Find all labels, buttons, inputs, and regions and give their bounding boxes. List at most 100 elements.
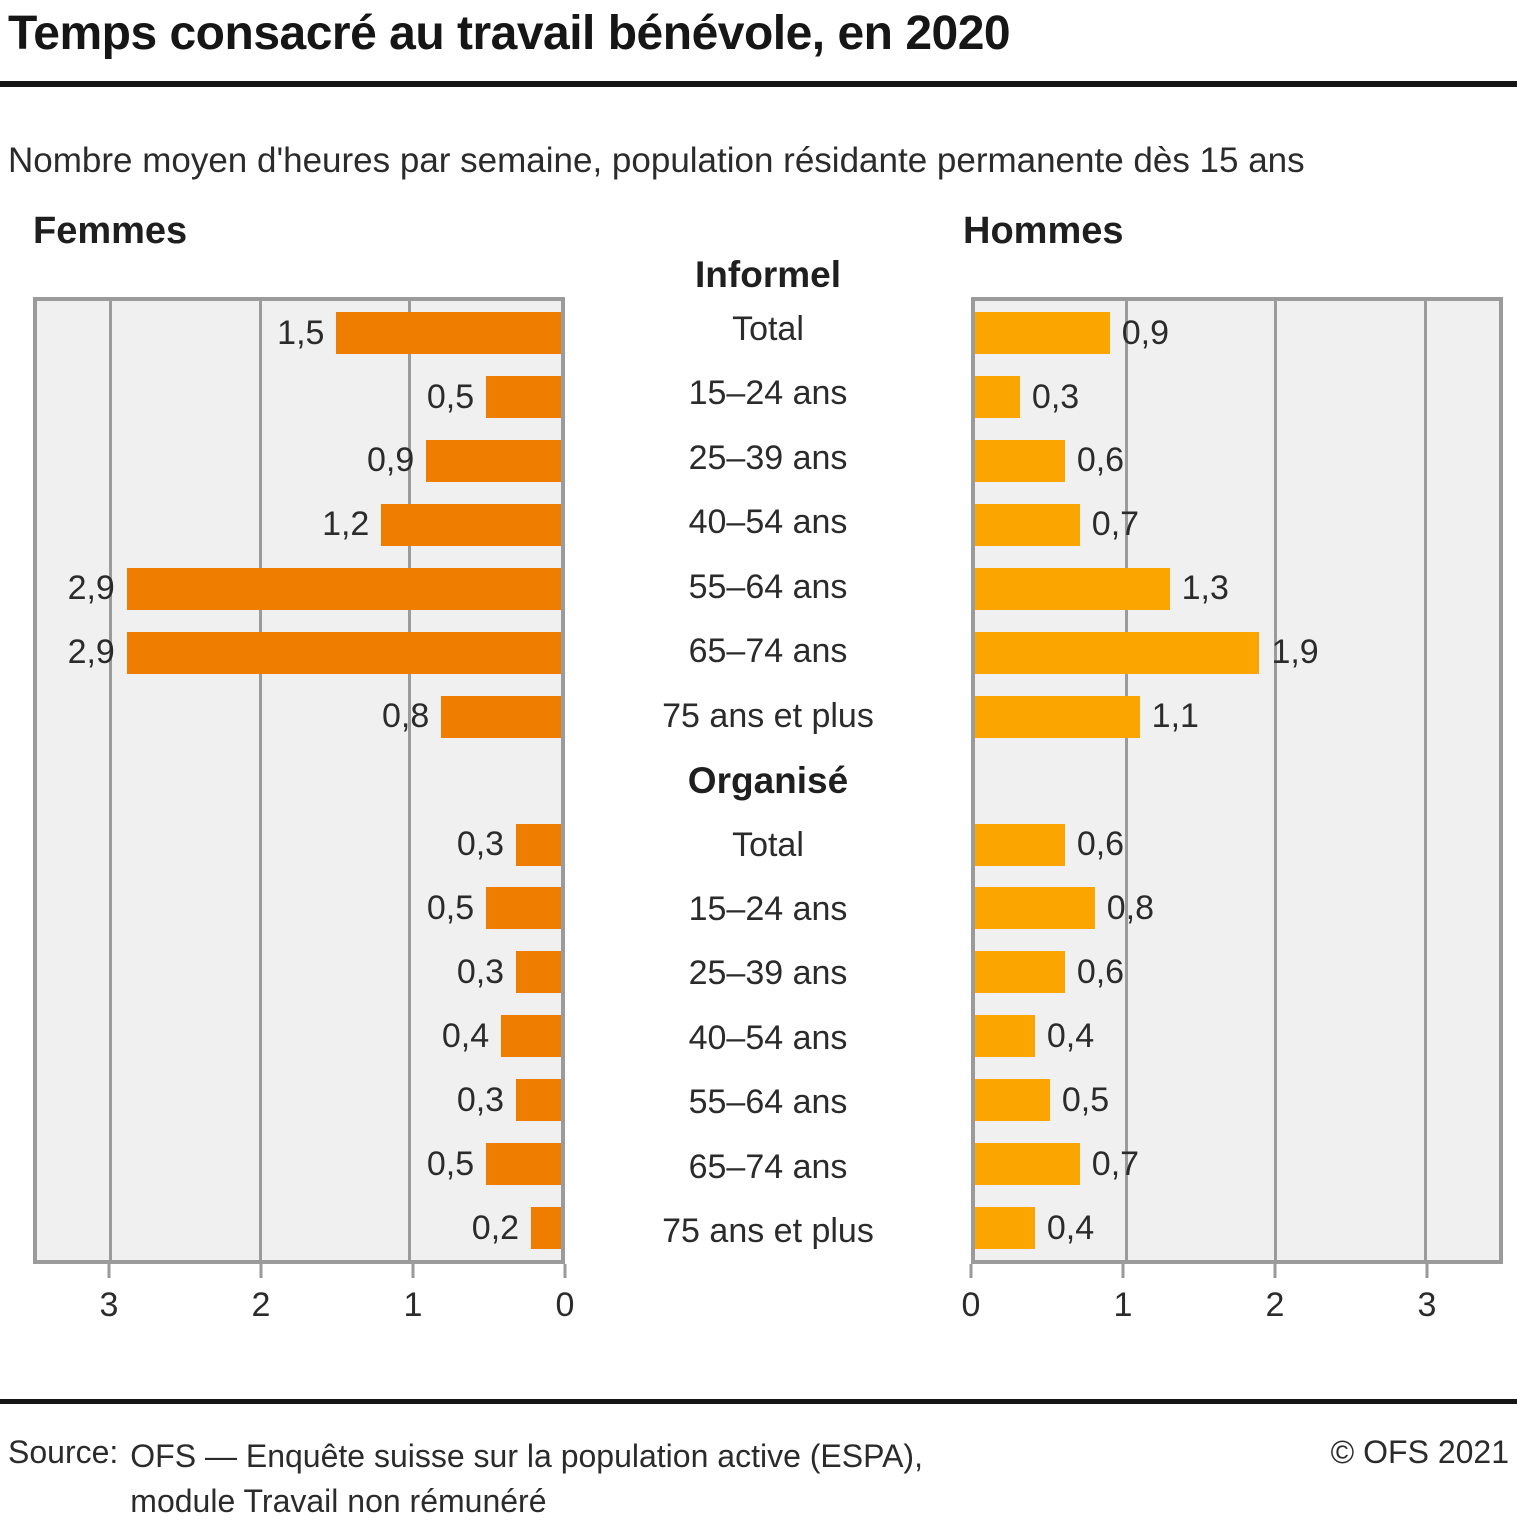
femmes-bar-row: 1,5	[37, 301, 561, 365]
femmes-column-header: Femmes	[33, 210, 188, 253]
hommes-bar-row: 0,8	[975, 876, 1499, 940]
category-label: 55–64 ans	[688, 567, 848, 606]
femmes-bar	[126, 631, 561, 674]
hommes-value-label: 1,9	[1271, 633, 1319, 672]
axis-tick-label: 2	[251, 1286, 271, 1325]
hommes-value-label: 0,9	[1121, 313, 1169, 352]
category-label: 40–54 ans	[688, 503, 848, 542]
femmes-bar-row: 0,3	[37, 940, 561, 1004]
femmes-value-label: 0,8	[381, 697, 430, 736]
hommes-bar-row: 0,3	[975, 365, 1499, 429]
gridline	[1124, 301, 1128, 1261]
hommes-bar-row: 0,9	[975, 301, 1499, 365]
spacer-row	[975, 749, 1499, 813]
hommes-bar-row: 0,4	[975, 1196, 1499, 1260]
gridline	[1424, 301, 1428, 1261]
femmes-bar	[441, 695, 561, 738]
femmes-bar	[516, 823, 561, 866]
hommes-value-label: 1,1	[1151, 697, 1199, 736]
axis-tick-label: 1	[1113, 1286, 1133, 1325]
hommes-bar-row: 0,4	[975, 1004, 1499, 1068]
category-label: 75 ans et plus	[662, 696, 874, 735]
category-label: 25–39 ans	[688, 954, 848, 993]
femmes-value-label: 0,3	[456, 1080, 505, 1119]
axis-tick	[563, 1264, 567, 1279]
hommes-value-label: 0,6	[1076, 441, 1125, 480]
femmes-bar-row: 1,2	[37, 493, 561, 557]
femmes-bar-row: 0,5	[37, 1132, 561, 1196]
axis-tick	[259, 1264, 263, 1279]
category-label: 65–74 ans	[688, 632, 848, 671]
hommes-bar	[975, 823, 1065, 866]
source-lines: OFS — Enquête suisse sur la population a…	[130, 1434, 923, 1524]
hommes-bar-row: 0,5	[975, 1068, 1499, 1132]
hommes-bar	[975, 1207, 1035, 1250]
femmes-value-label: 0,5	[426, 377, 475, 416]
femmes-value-label: 0,4	[441, 1016, 490, 1055]
axis-tick	[411, 1264, 415, 1279]
hommes-bar-row: 1,3	[975, 557, 1499, 621]
axis-tick-label: 0	[555, 1286, 575, 1325]
gridline	[258, 301, 262, 1261]
source-label: Source:	[8, 1434, 119, 1471]
hommes-value-label: 0,4	[1046, 1208, 1095, 1247]
axis-tick-label: 0	[961, 1286, 981, 1325]
category-label: 25–39 ans	[688, 438, 848, 477]
hommes-bar	[975, 695, 1140, 738]
hommes-value-label: 0,7	[1091, 505, 1140, 544]
femmes-value-label: 1,2	[322, 505, 370, 544]
hommes-bar-row: 1,1	[975, 685, 1499, 749]
axis-tick-label: 3	[99, 1286, 119, 1325]
section-header-informel: Informel	[695, 254, 841, 296]
femmes-bar-row: 0,2	[37, 1196, 561, 1260]
hommes-bar-row: 0,6	[975, 813, 1499, 877]
femmes-value-label: 0,3	[456, 952, 505, 991]
section-header-organise: Organisé	[687, 759, 849, 801]
copyright: © OFS 2021	[1330, 1434, 1509, 1471]
femmes-bar	[501, 1015, 561, 1058]
category-labels-column: Informel Total 15–24 ans 25–39 ans 40–54 ans…	[565, 254, 971, 1264]
axis-tick	[1425, 1264, 1429, 1279]
hommes-bar	[975, 376, 1020, 419]
femmes-value-label: 0,9	[367, 441, 415, 480]
femmes-value-label: 0,3	[456, 825, 505, 864]
category-label: 55–64 ans	[688, 1083, 848, 1122]
hommes-bar	[975, 631, 1260, 674]
femmes-bar	[486, 1143, 561, 1186]
femmes-bar	[126, 567, 561, 610]
hommes-bar	[975, 1143, 1080, 1186]
axis-tick	[1121, 1264, 1125, 1279]
femmes-bar-row: 0,4	[37, 1004, 561, 1068]
hommes-value-label: 0,4	[1046, 1016, 1095, 1055]
femmes-bar	[381, 503, 561, 546]
hommes-bar	[975, 1015, 1035, 1058]
hommes-value-label: 0,3	[1031, 377, 1080, 416]
femmes-bar	[336, 312, 561, 355]
category-label: 15–24 ans	[688, 374, 848, 413]
hommes-bar-row: 0,7	[975, 1132, 1499, 1196]
hommes-bar	[975, 567, 1170, 610]
gridline	[108, 301, 112, 1261]
spacer-row	[37, 749, 561, 813]
hommes-bar	[975, 1079, 1050, 1122]
femmes-value-label: 0,2	[471, 1208, 520, 1247]
chart-header: Femmes Hommes	[33, 209, 1503, 253]
category-label: 15–24 ans	[688, 889, 848, 928]
hommes-plot: 0,9 0,3 0,6 0,7 1,3 1,9 1,1 0,6 0,8 0,6 0,4 0,5 0,7 0…	[971, 297, 1503, 1265]
source-line-2: module Travail non rémunéré	[130, 1482, 547, 1519]
femmes-bar-row: 0,5	[37, 876, 561, 940]
hommes-value-label: 0,6	[1076, 952, 1125, 991]
femmes-axis: 0 1 2 3	[33, 1264, 574, 1339]
axis-tick-label: 2	[1265, 1286, 1285, 1325]
source-note: Source: OFS — Enquête suisse sur la popu…	[8, 1434, 923, 1524]
hommes-bar-row: 0,7	[975, 493, 1499, 557]
hommes-column-header: Hommes	[963, 210, 1124, 253]
hommes-bar	[975, 951, 1065, 994]
category-label: Total	[732, 825, 804, 864]
femmes-value-label: 1,5	[277, 313, 325, 352]
page-title: Temps consacré au travail bénévole, en 2…	[8, 7, 1011, 60]
femmes-bar-row: 0,9	[37, 429, 561, 493]
footer-rule	[0, 1399, 1517, 1405]
hommes-value-label: 1,3	[1181, 569, 1229, 608]
femmes-bar-row: 2,9	[37, 621, 561, 685]
